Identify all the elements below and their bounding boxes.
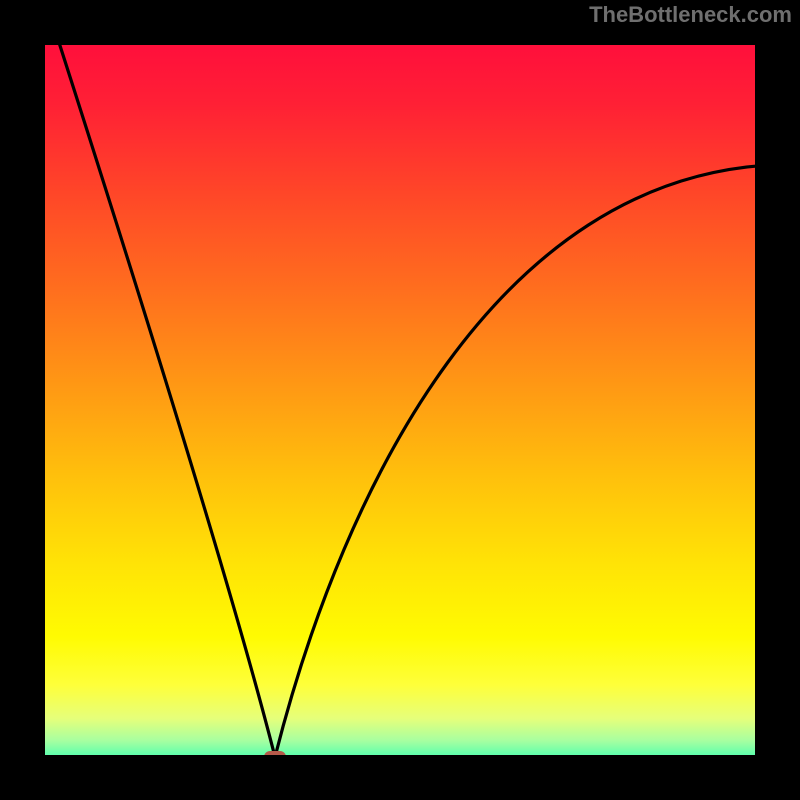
- plot-area: [30, 30, 770, 770]
- bottleneck-curve-chart: [0, 0, 800, 800]
- watermark: TheBottleneck.com: [589, 2, 792, 28]
- chart-container: TheBottleneck.com: [0, 0, 800, 800]
